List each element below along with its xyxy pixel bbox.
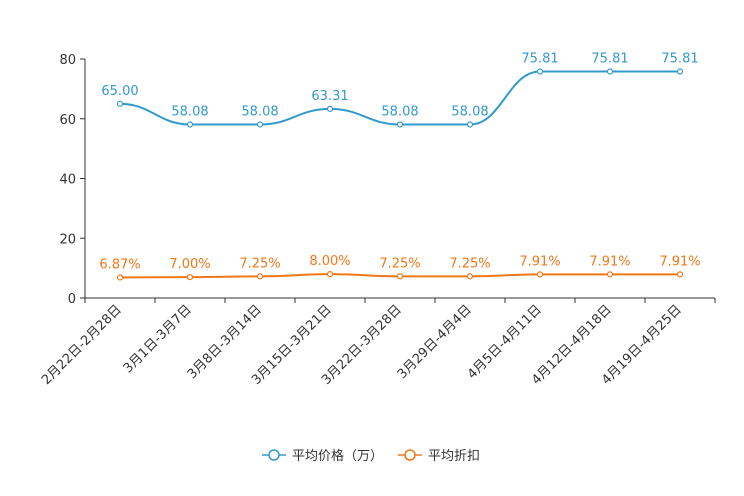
y-tick-label: 60	[59, 113, 76, 128]
data-label: 7.91%	[659, 254, 700, 269]
data-label: 58.08	[241, 104, 278, 119]
data-point	[466, 273, 474, 280]
data-label: 63.31	[311, 89, 348, 104]
data-point	[396, 273, 404, 280]
data-label: 58.08	[451, 104, 488, 119]
data-label: 7.91%	[519, 254, 560, 269]
legend-marker	[268, 449, 280, 461]
data-label: 75.81	[661, 52, 698, 67]
y-tick-label: 80	[59, 53, 76, 68]
data-point	[536, 271, 544, 278]
data-label: 65.00	[101, 84, 138, 99]
data-label: 75.81	[521, 52, 558, 67]
data-label: 7.91%	[589, 254, 630, 269]
series-1: 6.87% 7.00% 7.25% 8.00% 7.25% 7.25% 7.91% 7.91%…	[99, 254, 701, 281]
data-label: 7.25%	[449, 256, 490, 271]
data-point	[676, 68, 684, 75]
data-label: 58.08	[381, 104, 418, 119]
x-tick-label: 3月8日-3月14日	[185, 302, 265, 382]
data-point	[116, 274, 124, 281]
data-point	[186, 273, 194, 281]
legend-label: 平均折扣	[428, 449, 480, 464]
data-point	[606, 271, 614, 278]
x-tick-label: 3月29日-4月4日	[395, 302, 475, 382]
data-point	[466, 121, 474, 128]
data-label: 58.08	[171, 104, 208, 119]
x-tick-label: 2月22日-2月28日	[39, 302, 125, 388]
series-layer: 65.00 58.08 58.08 63.31 58.08 58.08 75.81 75.81…	[99, 52, 701, 281]
data-point	[256, 121, 264, 128]
data-label: 7.25%	[379, 256, 420, 271]
data-point	[326, 271, 334, 278]
data-point	[116, 100, 124, 107]
legend-label: 平均价格（万）	[292, 448, 383, 464]
data-point	[606, 68, 614, 75]
legend-marker	[404, 449, 416, 461]
x-tick-label: 4月5日-4月11日	[465, 302, 545, 382]
data-label: 7.00%	[169, 257, 210, 272]
data-point	[256, 273, 264, 280]
series-0: 65.00 58.08 58.08 63.31 58.08 58.08 75.81 75.81…	[101, 52, 699, 128]
data-label: 7.25%	[239, 256, 280, 271]
data-label: 75.81	[591, 52, 628, 67]
data-point	[396, 121, 404, 128]
legend-item-0[interactable]: 平均价格（万）	[262, 448, 383, 464]
x-tick-label: 3月1日-3月7日	[121, 302, 195, 376]
data-label: 8.00%	[309, 254, 350, 269]
y-tick-label: 20	[59, 232, 76, 247]
data-label: 6.87%	[99, 257, 140, 272]
data-point	[676, 271, 684, 278]
data-point	[326, 105, 334, 112]
data-point	[186, 121, 194, 128]
data-point	[536, 68, 544, 75]
legend[interactable]: 平均价格（万） 平均折扣	[262, 448, 480, 464]
legend-item-1[interactable]: 平均折扣	[398, 449, 480, 464]
y-tick-label: 0	[68, 292, 76, 307]
y-tick-label: 40	[59, 173, 76, 188]
